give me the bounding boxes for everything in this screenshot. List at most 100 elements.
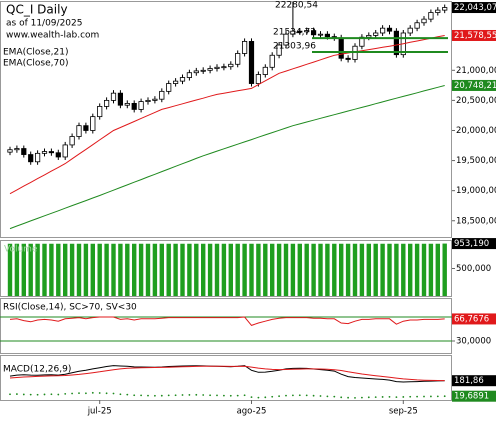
value-tag xyxy=(452,29,496,41)
histogram-dot xyxy=(436,395,439,398)
volume-bar xyxy=(283,243,289,296)
histogram-dot xyxy=(29,393,32,396)
volume-bar xyxy=(263,243,268,296)
volume-bar xyxy=(339,243,344,296)
histogram-dot xyxy=(298,394,301,397)
volume-bar xyxy=(152,243,158,296)
histogram-dot xyxy=(64,392,67,395)
histogram-dot xyxy=(305,394,308,397)
histogram-dot xyxy=(147,394,149,397)
histogram-dot xyxy=(367,396,370,399)
candle-body xyxy=(276,44,282,56)
panel-title: Volume xyxy=(4,245,38,255)
histogram-dot xyxy=(395,396,398,399)
volume-bar xyxy=(111,243,116,296)
histogram-dot xyxy=(312,394,315,397)
legend-entry: EMA(Close,70) xyxy=(3,59,68,69)
candle-body xyxy=(110,92,117,101)
volume-bar xyxy=(49,243,54,296)
histogram-dot xyxy=(271,395,274,398)
y-tick-label: 18,500,00 xyxy=(456,216,496,226)
max-label: 22280,54 xyxy=(275,1,318,11)
histogram-dot xyxy=(126,393,129,396)
volume-bar xyxy=(359,243,365,296)
volume-bar xyxy=(394,243,399,296)
histogram-dot xyxy=(374,396,377,399)
y-tick-label: 20,500,00 xyxy=(456,96,496,106)
candle-body xyxy=(297,30,303,33)
volume-bar xyxy=(249,243,254,296)
candle-body xyxy=(124,103,130,106)
x-tick-label: ago-25 xyxy=(237,407,267,417)
volume-bar xyxy=(221,243,227,296)
histogram-dot xyxy=(71,392,73,395)
volume-bar xyxy=(428,243,434,296)
volume-bar xyxy=(187,243,192,296)
x-tick-label: sep-25 xyxy=(389,407,418,417)
candle-body xyxy=(117,92,123,106)
histogram-dot xyxy=(326,395,329,398)
histogram-dot xyxy=(264,396,267,399)
y-tick-label: 19,500,00 xyxy=(456,156,496,166)
candle-body xyxy=(104,99,110,107)
rsi-line xyxy=(9,316,445,326)
value-tag-label: 953,190 xyxy=(454,239,489,249)
candle-body xyxy=(90,116,96,131)
histogram-dot xyxy=(160,394,163,397)
volume-bar xyxy=(14,243,20,296)
candle-body xyxy=(421,18,427,24)
macd-line xyxy=(9,365,445,382)
histogram-dot xyxy=(22,393,25,396)
candle-body xyxy=(269,54,275,68)
candle-body xyxy=(255,74,262,84)
volume-bar xyxy=(97,243,102,296)
candle-body xyxy=(152,98,158,101)
histogram-dot xyxy=(91,391,94,394)
candle-body xyxy=(14,148,20,151)
histogram-dot xyxy=(78,392,80,395)
histogram-dot xyxy=(416,395,418,398)
volume-bar xyxy=(408,243,413,296)
histogram-dot xyxy=(9,393,11,396)
value-tag xyxy=(452,238,496,250)
candle-body xyxy=(7,149,13,153)
candle-body xyxy=(317,33,324,36)
candle-body xyxy=(407,27,413,34)
histogram-dot xyxy=(174,394,177,397)
volume-bar xyxy=(235,243,240,296)
volume-bar xyxy=(270,243,275,296)
volume-bar xyxy=(201,243,206,296)
histogram-dot xyxy=(154,394,156,397)
chart-title: QC_I Daily xyxy=(6,3,68,17)
candle-body xyxy=(138,101,144,110)
candle-body xyxy=(393,30,400,56)
volume-bar xyxy=(118,243,123,296)
histogram-dot xyxy=(16,393,18,395)
candle-body xyxy=(379,27,386,34)
volume-bar xyxy=(56,243,61,296)
candle-body xyxy=(193,70,199,74)
candle-body xyxy=(69,136,75,146)
candle-body xyxy=(62,144,68,158)
candle-body xyxy=(366,34,372,38)
volume-bar xyxy=(83,243,89,296)
volume-bar xyxy=(352,243,358,296)
panel-title: RSI(Close,14), SC>70, SV<30 xyxy=(3,303,137,313)
volume-bar xyxy=(414,243,420,296)
level-label: 21303,96 xyxy=(273,42,316,52)
histogram-dot xyxy=(223,394,225,397)
volume-bar xyxy=(380,243,385,296)
histogram-dot xyxy=(195,393,198,396)
volume-bar xyxy=(76,243,82,296)
y-tick-label: 21,000,00 xyxy=(456,66,496,76)
candle-body xyxy=(35,152,41,163)
value-tag-label: 19,6891 xyxy=(454,392,489,402)
histogram-dot xyxy=(278,395,280,398)
histogram-dot xyxy=(285,394,287,397)
histogram-dot xyxy=(202,394,205,396)
candle-body xyxy=(241,41,248,54)
histogram-dot xyxy=(361,396,363,399)
volume-bar xyxy=(401,243,406,296)
volume-bar xyxy=(345,243,351,296)
